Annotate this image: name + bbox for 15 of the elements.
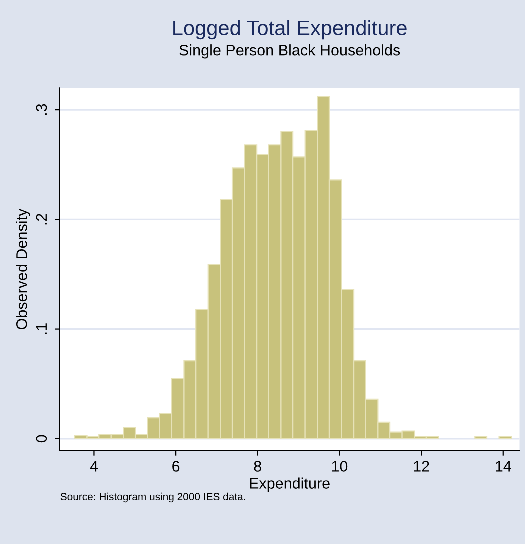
y-tick-label: 0 (36, 435, 48, 443)
x-tick-label: 4 (90, 461, 98, 472)
x-tick-label: 10 (332, 461, 348, 472)
x-tick-label: 8 (254, 461, 262, 472)
chart-title: Logged Total Expenditure (174, 20, 407, 40)
y-tick-label: .2 (36, 214, 47, 225)
y-tick-label: .1 (36, 324, 47, 334)
y-axis-title: Observed Density (16, 208, 30, 330)
x-axis-title: Expenditure (250, 478, 330, 492)
x-tick-label: 6 (172, 461, 180, 472)
chart-subtitle: Single Person Black Households (180, 44, 400, 59)
x-tick-label: 12 (414, 461, 430, 472)
x-tick-label: 14 (496, 461, 512, 472)
source-note: Source: Histogram using 2000 IES data. (60, 492, 246, 503)
y-tick-label: .3 (36, 104, 48, 116)
